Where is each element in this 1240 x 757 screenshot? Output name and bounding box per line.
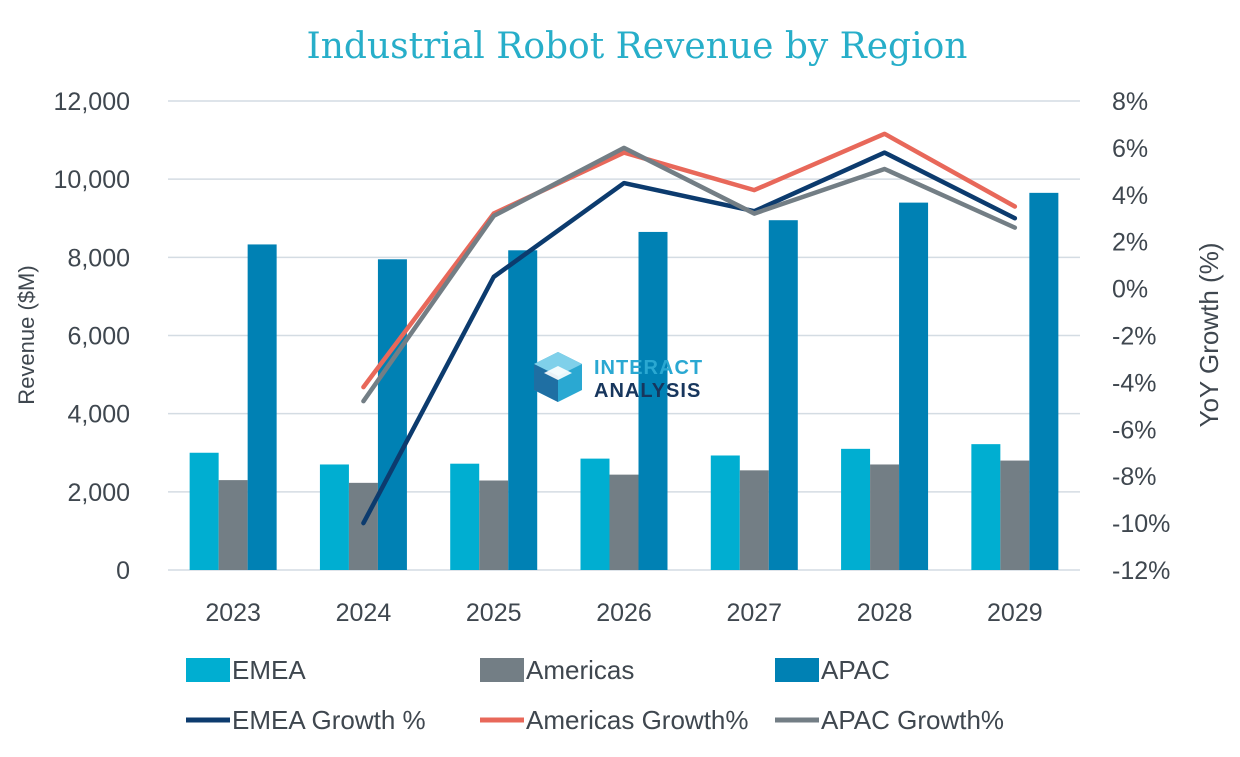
y-axis-right-ticks: -12% -10% -8% -6% -4% -2% 0% 2% 4% 6% 8% xyxy=(1112,88,1170,585)
y-tick-label: 12,000 xyxy=(54,88,130,116)
y-tick-label: 0 xyxy=(116,557,130,585)
bar-apac xyxy=(899,202,929,570)
x-tick-label: 2027 xyxy=(726,599,782,627)
legend-swatch xyxy=(186,658,230,682)
y2-tick-label: -2% xyxy=(1112,323,1156,351)
chart-title: Industrial Robot Revenue by Region xyxy=(307,26,968,67)
bar-emea xyxy=(841,448,871,570)
legend-swatch xyxy=(775,658,819,682)
x-tick-label: 2023 xyxy=(205,599,261,627)
bar-americas xyxy=(870,464,900,570)
y2-tick-label: -10% xyxy=(1112,510,1170,538)
growth-lines xyxy=(361,131,1018,526)
bar-americas xyxy=(739,470,769,570)
watermark-line1: INTERACT xyxy=(594,357,703,379)
line-apac-growth xyxy=(361,145,1018,404)
y2-tick-label: 8% xyxy=(1112,88,1148,116)
y-tick-label: 4,000 xyxy=(67,401,130,429)
watermark: INTERACT ANALYSIS xyxy=(534,352,703,402)
legend-label: Americas xyxy=(526,655,634,685)
bar-emea xyxy=(580,458,610,570)
bar-apac xyxy=(1029,192,1059,571)
bar-apac xyxy=(638,231,668,570)
line-emea-growth xyxy=(361,150,1018,526)
bar-americas xyxy=(609,474,639,570)
interact-analysis-logo-icon xyxy=(534,352,582,402)
bar-emea xyxy=(319,464,349,570)
y2-axis-label: YoY Growth (%) xyxy=(1194,243,1224,428)
bar-americas xyxy=(479,480,509,570)
bar-emea xyxy=(450,463,480,570)
legend-label: Americas Growth% xyxy=(526,705,749,735)
bar-apac xyxy=(377,259,407,570)
legend-label: EMEA Growth % xyxy=(232,705,426,735)
y2-tick-label: 6% xyxy=(1112,135,1148,163)
y2-tick-label: 4% xyxy=(1112,182,1148,210)
bar-apac xyxy=(768,220,798,570)
bar-emea xyxy=(710,455,740,570)
y-tick-label: 10,000 xyxy=(54,166,130,194)
y2-tick-label: -4% xyxy=(1112,369,1156,397)
y2-tick-label: -8% xyxy=(1112,463,1156,491)
x-tick-label: 2025 xyxy=(466,599,522,627)
watermark-line2: ANALYSIS xyxy=(594,380,701,402)
legend-label: APAC xyxy=(821,655,890,685)
y2-tick-label: -6% xyxy=(1112,416,1156,444)
legend-label: APAC Growth% xyxy=(821,705,1004,735)
y-tick-label: 8,000 xyxy=(67,244,130,272)
bar-americas xyxy=(348,482,378,570)
bar-emea xyxy=(971,444,1001,570)
bar-apac xyxy=(247,244,277,570)
y2-tick-label: 0% xyxy=(1112,276,1148,304)
bar-americas xyxy=(1000,460,1030,570)
line-americas-growth xyxy=(361,131,1018,390)
y2-tick-label: 2% xyxy=(1112,229,1148,257)
x-tick-label: 2024 xyxy=(336,599,392,627)
legend-label: EMEA xyxy=(232,655,306,685)
y-tick-label: 6,000 xyxy=(67,323,130,351)
x-tick-label: 2026 xyxy=(596,599,652,627)
legend: EMEA Americas APAC EMEA Growth % Americas Gr… xyxy=(186,655,1004,735)
x-tick-label: 2028 xyxy=(857,599,913,627)
y-tick-label: 2,000 xyxy=(67,479,130,507)
x-axis-ticks: 2023 2024 2025 2026 2027 2028 2029 xyxy=(205,599,1042,627)
y-axis-left-ticks: 0 2,000 4,000 6,000 8,000 10,000 12,000 xyxy=(54,88,130,585)
bar-americas xyxy=(218,480,248,570)
bar-emea xyxy=(189,452,219,570)
y2-tick-label: -12% xyxy=(1112,557,1170,585)
bar-apac xyxy=(508,250,538,570)
bars xyxy=(189,192,1059,571)
y-axis-label: Revenue ($M) xyxy=(14,265,39,404)
legend-swatch xyxy=(480,658,524,682)
x-tick-label: 2029 xyxy=(987,599,1043,627)
